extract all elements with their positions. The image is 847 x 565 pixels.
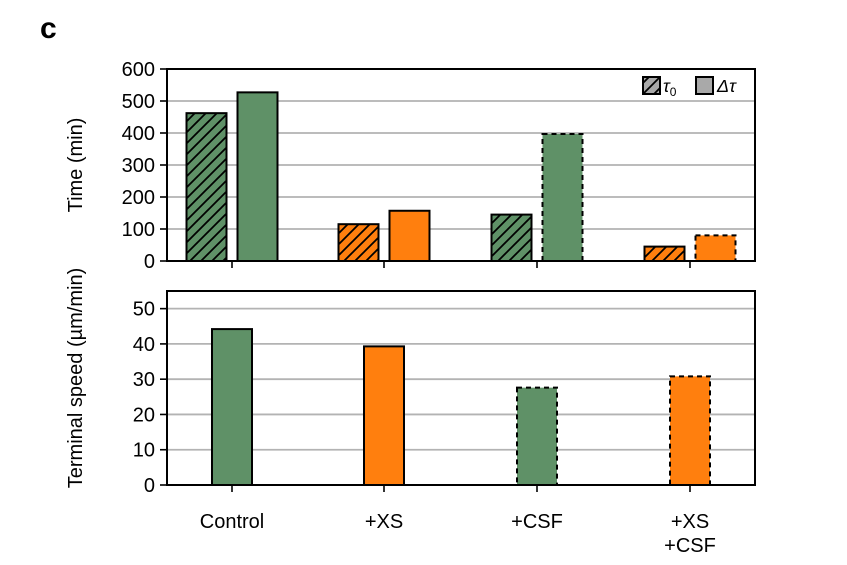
legend-label-tau0: τ0 — [663, 76, 677, 99]
x-category-label: +CSF — [511, 511, 563, 533]
speed-ytick-label: 10 — [133, 440, 155, 462]
speed-ytick-label: 0 — [144, 475, 155, 497]
x-category-label: +XS — [365, 511, 403, 533]
legend-swatch-tau0-edge — [642, 76, 661, 95]
time-ytick-label: 100 — [122, 219, 155, 241]
time-ytick-label: 300 — [122, 155, 155, 177]
time-ytick-label: 200 — [122, 187, 155, 209]
time-ytick-label: 500 — [122, 91, 155, 113]
x-category-label: Control — [200, 511, 264, 533]
speed-ytick-label: 20 — [133, 404, 155, 426]
speed-ylabel: Terminal speed (µm/min) — [65, 268, 87, 488]
time-ytick-label: 400 — [122, 123, 155, 145]
time-bar-tau0-hatch — [644, 246, 685, 261]
panel-label: c — [40, 12, 57, 45]
speed-ytick-label: 30 — [133, 369, 155, 391]
speed-ytick-label: 40 — [133, 334, 155, 356]
x-category-label: +CSF — [664, 535, 716, 557]
speed-bar — [364, 346, 404, 485]
time-frame — [166, 68, 756, 262]
speed-bar — [670, 376, 710, 485]
legend: τ0 Δτ — [642, 76, 737, 99]
speed-bar-edge — [669, 375, 711, 486]
legend-swatch-dtau — [695, 76, 714, 95]
speed-bar — [212, 329, 252, 485]
time-bar-tau0-hatch — [338, 224, 379, 261]
x-category-label: +XS — [671, 511, 709, 533]
time-bar-dtau — [695, 235, 736, 261]
time-bar-dtau — [389, 210, 430, 261]
time-bar-tau0-hatch — [186, 113, 227, 261]
time-chart: 0 100 200 300 400 500 600 Time (min) τ0 Δτ — [65, 59, 756, 273]
speed-ytick-label: 50 — [133, 299, 155, 321]
time-bar-dtau — [542, 133, 583, 261]
time-ylabel: Time (min) — [65, 118, 87, 213]
time-ytick-label: 0 — [144, 251, 155, 273]
speed-chart: 0 10 20 30 40 50 Terminal speed (µm/min) Contro… — [65, 268, 756, 557]
time-bar-dtau-edge — [541, 132, 584, 263]
legend-label-dtau: Δτ — [716, 76, 737, 96]
time-bar-dtau — [237, 92, 278, 261]
legend-swatch-tau0-hatch — [643, 77, 660, 94]
speed-bar — [517, 387, 557, 485]
speed-frame — [166, 290, 756, 486]
time-ytick-label: 600 — [122, 59, 155, 81]
time-bar-tau0-hatch — [491, 214, 532, 261]
